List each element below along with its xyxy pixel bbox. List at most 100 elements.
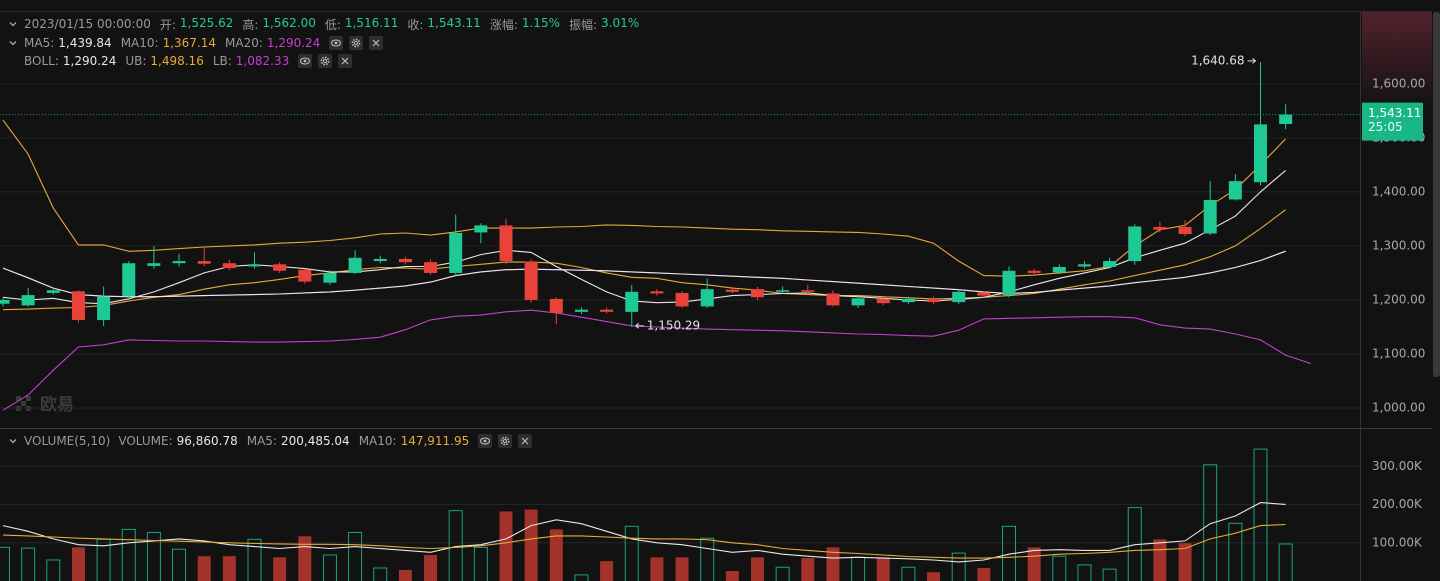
volume-bar <box>801 558 815 581</box>
volume-bar <box>424 555 438 581</box>
y-tick-label: 1,200.00 <box>1372 292 1425 306</box>
volume-bar <box>0 546 10 581</box>
field-value: 1,516.11 <box>344 15 399 30</box>
close-button[interactable] <box>369 36 384 50</box>
candle-body <box>398 258 412 263</box>
legend-value: 96,860.78 <box>176 434 238 448</box>
volume-bar <box>197 556 211 581</box>
volume-bar <box>247 538 262 581</box>
close-button[interactable] <box>518 434 533 448</box>
candle-body <box>499 225 513 262</box>
candle-body <box>675 292 689 307</box>
candle-body <box>1279 114 1293 125</box>
volume-bar <box>901 566 916 581</box>
ohlc-fields: 开: 1,525.62 高: 1,562.00 低: 1,516.11 收: 1,543.11… <box>160 16 648 33</box>
indicator-line <box>2 309 1311 411</box>
legend-value: 1,082.33 <box>235 54 290 68</box>
indicator-line <box>2 169 1286 305</box>
candle-body <box>474 225 488 233</box>
volume-bar <box>46 559 61 581</box>
countdown: 25:05 <box>1368 120 1403 134</box>
candle-body <box>574 309 588 312</box>
candle-body <box>197 261 211 264</box>
volume-bar <box>675 557 689 581</box>
field-label: 收: <box>407 17 424 32</box>
eye-button[interactable] <box>298 54 313 68</box>
candle-body <box>826 293 840 306</box>
volume-bar <box>1228 522 1243 581</box>
volume-bar <box>951 552 966 581</box>
indicator-line <box>2 119 1286 277</box>
candle-body <box>725 289 739 292</box>
candle-body <box>1103 261 1117 268</box>
candle-body <box>1002 270 1016 296</box>
min-label: 1,150.29 <box>647 318 700 332</box>
last-price-tag <box>1362 102 1423 141</box>
volume-bar <box>1153 539 1167 581</box>
candle-body <box>625 291 639 312</box>
watermark: 欧易 <box>40 394 74 415</box>
field-label: 低: <box>324 17 341 32</box>
collapse-icon[interactable] <box>8 19 18 29</box>
candle-body <box>1228 181 1242 200</box>
candle-body <box>46 290 60 293</box>
legend-value: 1,290.24 <box>266 36 321 50</box>
candle-body <box>549 298 563 313</box>
y-tick-label: 1,300.00 <box>1372 238 1425 252</box>
volume-bar <box>775 566 790 581</box>
legend-label: MA10: <box>358 434 397 448</box>
candle-body <box>348 257 362 273</box>
candle-body <box>901 298 915 303</box>
candle-body <box>147 263 161 266</box>
y-tick-label: 1,400.00 <box>1372 184 1425 198</box>
volume-bar <box>298 536 312 581</box>
volume-bar <box>549 529 563 581</box>
candle-body <box>851 298 865 306</box>
collapse-icon[interactable] <box>8 38 18 48</box>
volume-bar <box>624 525 639 581</box>
date: 2023/01/15 00:00:00 <box>24 17 151 31</box>
eye-button[interactable] <box>329 36 344 50</box>
candle-body <box>1203 200 1217 234</box>
candle-body <box>172 261 186 264</box>
close-button[interactable] <box>338 54 353 68</box>
legend-label: MA5: <box>24 36 55 50</box>
volume-bar <box>650 557 664 581</box>
candle-body <box>1153 227 1167 230</box>
volume-bar <box>71 547 85 581</box>
field-value: 1,562.00 <box>262 15 316 30</box>
volume-bar <box>700 537 715 581</box>
collapse-icon[interactable] <box>8 436 18 446</box>
ohlc-row: 2023/01/15 00:00:00 开: 1,525.62 高: 1,562.00… <box>8 16 648 32</box>
legend-value: 147,911.95 <box>400 434 470 448</box>
candle-body <box>977 292 991 296</box>
volume-legend: MA5: 200,485.04 MA10: 147,911.95 <box>247 434 479 448</box>
volume-bar <box>1027 547 1041 581</box>
candle-body <box>700 289 714 307</box>
legend-value: 1,367.14 <box>162 36 216 50</box>
volume-bar <box>21 547 36 581</box>
volume-bar <box>826 547 840 581</box>
volume-bar <box>499 511 513 581</box>
gear-button[interactable] <box>498 434 513 448</box>
volume-row: VOLUME(5,10) VOLUME: 96,860.78 MA5: 200,4… <box>8 433 538 449</box>
volume-ma-line <box>2 523 1286 559</box>
candle-body <box>650 291 664 294</box>
axis-highlight <box>1362 12 1432 107</box>
gear-button[interactable] <box>318 54 333 68</box>
candle-body <box>1254 124 1267 183</box>
scrollbar[interactable] <box>1433 12 1440 377</box>
candle-body <box>952 291 966 303</box>
volume-bar <box>222 556 236 581</box>
y-tick-label: 200.00K <box>1372 497 1423 511</box>
indicator-tools <box>329 36 389 50</box>
eye-button[interactable] <box>478 434 493 448</box>
candle-body <box>0 299 10 304</box>
volume-bar <box>1127 507 1142 581</box>
candle-body <box>801 290 815 292</box>
candle-body <box>222 263 236 269</box>
indicator-tools <box>478 434 538 448</box>
gear-button[interactable] <box>349 36 364 50</box>
